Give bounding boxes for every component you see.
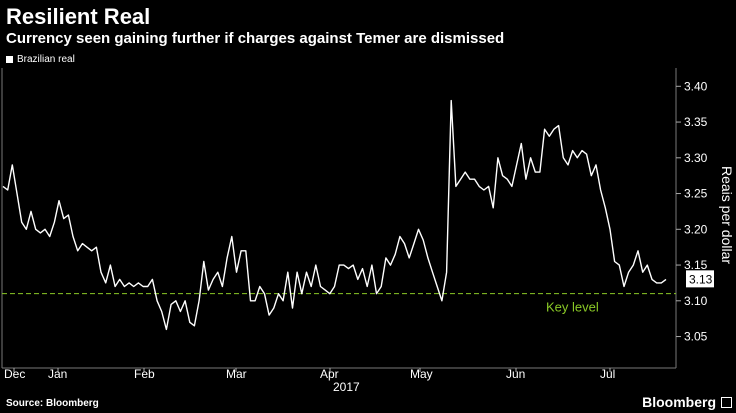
y-tick-label: 3.25 [684, 187, 708, 201]
y-tick-label: 3.35 [684, 115, 708, 129]
last-value-label: 3.13 [689, 272, 713, 286]
brand-icon [721, 397, 732, 408]
chart-subtitle: Currency seen gaining further if charges… [6, 30, 505, 47]
legend-label: Brazilian real [17, 54, 75, 65]
chart-title: Resilient Real [6, 4, 151, 29]
x-tick-label: Feb [134, 367, 155, 381]
legend-swatch [6, 56, 13, 63]
x-tick-label: May [410, 367, 433, 381]
year-label: 2017 [333, 380, 360, 394]
source-label: Source: Bloomberg [6, 398, 99, 409]
y-tick-label: 3.40 [684, 79, 708, 93]
y-tick-label: 3.10 [684, 294, 708, 308]
brand-label: Bloomberg [642, 394, 716, 410]
y-tick-label: 3.30 [684, 151, 708, 165]
x-tick-label: Jan [48, 367, 67, 381]
x-tick-label: Dec [4, 367, 25, 381]
y-axis-label: Reais per dollar [719, 166, 735, 264]
series-line-brazilian-real [2, 99, 667, 331]
x-tick-label: Mar [226, 367, 247, 381]
key-level-label: Key level [546, 300, 599, 315]
x-tick-label: Jun [506, 367, 525, 381]
x-tick-label: Apr [320, 367, 339, 381]
y-tick-label: 3.05 [684, 330, 708, 344]
y-tick-label: 3.20 [684, 222, 708, 236]
legend: Brazilian real [6, 54, 75, 65]
last-value-box [686, 270, 714, 288]
y-tick-label: 3.15 [684, 258, 708, 272]
x-tick-label: Jul [600, 367, 615, 381]
